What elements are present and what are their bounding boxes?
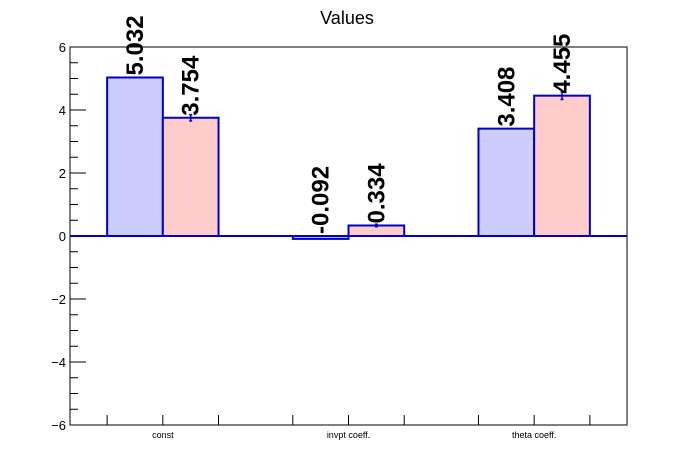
y-tick-label: −4: [51, 355, 66, 370]
x-category-label: theta coeff.: [512, 430, 556, 440]
bar-data-label: 0.334: [363, 163, 390, 224]
x-category-label: invpt coeff.: [327, 430, 370, 440]
y-tick-label: 0: [59, 229, 66, 244]
y-tick-label: −2: [51, 292, 66, 307]
bar-data-label: 3.408: [493, 67, 520, 127]
bar-data-label: 4.455: [549, 34, 576, 94]
bar: [477, 127, 536, 237]
bar: [161, 116, 220, 237]
x-category-label: const: [152, 430, 174, 440]
bar: [533, 94, 591, 238]
plot-area: −6 −4 −2 0 2 4 6 const 5.032 3.754 invpt coeff. -0.…: [51, 15, 628, 440]
bar-data-label: -0.092: [308, 166, 335, 234]
y-tick-label: 4: [59, 103, 66, 118]
bar: [106, 76, 164, 237]
y-tick-label: −6: [51, 418, 66, 433]
chart-title: Values: [320, 8, 374, 28]
y-tick-label: 6: [59, 40, 66, 55]
y-tick-label: 2: [59, 166, 66, 181]
bar-data-label: 3.754: [178, 55, 205, 116]
bar-data-label: 5.032: [122, 15, 149, 75]
